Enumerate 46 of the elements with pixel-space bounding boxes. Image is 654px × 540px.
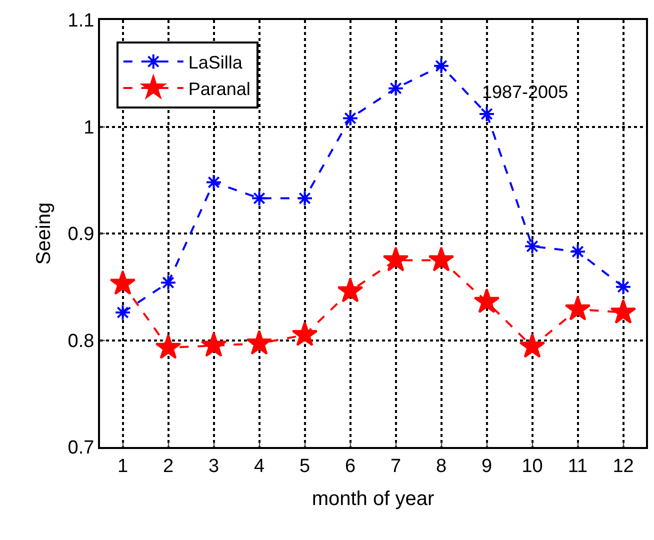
point [160,274,176,291]
point [570,243,586,260]
point [433,58,450,74]
point [206,174,222,190]
x-tick-label: 4 [254,456,265,477]
point [382,246,409,272]
point [564,296,591,320]
x-tick-label: 3 [208,456,220,477]
y-tick-label: 1 [84,117,94,138]
point [524,238,540,255]
x-tick-label: 5 [299,456,310,477]
x-tick-label: 7 [390,456,402,477]
x-tick-label: 1 [117,456,128,477]
legend-label: LaSilla [188,52,244,73]
point [615,278,632,296]
y-axis-title: Seeing [32,202,55,265]
point [110,270,136,295]
x-tick-label: 8 [436,456,447,477]
y-tick-label: 0.9 [68,224,94,246]
point [519,333,546,358]
point [155,334,182,359]
x-tick-label: 9 [481,456,492,477]
point [246,330,272,355]
point [478,106,495,122]
point [610,298,636,324]
point [296,190,313,206]
x-axis-title: month of year [312,488,434,510]
point [251,190,268,206]
point [337,278,364,302]
x-tick-label: 10 [522,456,543,477]
x-tick-label: 12 [612,456,634,477]
y-tick-label: 0.8 [68,330,94,352]
point [474,288,500,314]
point [342,110,358,126]
point [114,304,131,321]
x-tick-label: 2 [162,456,174,477]
y-tick-label: 1.1 [68,10,94,32]
legend-label: Paranal [188,78,250,99]
point [428,246,454,272]
annotation: 1987-2005 [482,82,568,102]
y-tick-label: 0.7 [68,438,94,459]
point [292,321,318,346]
point [388,80,404,97]
x-tick-label: 11 [568,456,588,477]
x-tick-label: 6 [344,456,356,477]
point [200,332,227,357]
